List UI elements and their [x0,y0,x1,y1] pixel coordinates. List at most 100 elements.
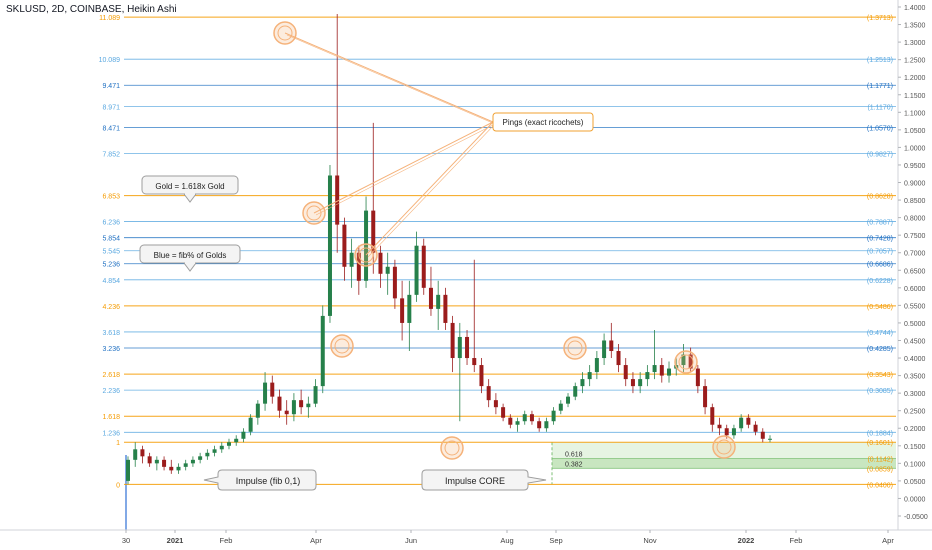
candle-body [436,294,441,309]
candle-body [710,407,715,425]
candle-body [493,400,498,408]
fib-label-right: (0.7057) [867,249,893,256]
candle-body [219,445,224,450]
candle-body [320,315,325,387]
price-tick-label: 0.1500 [904,444,926,451]
candle-body [450,322,455,359]
price-tick-label: 1.2000 [904,75,926,82]
time-tick-label: Feb [790,536,803,545]
candle-body [176,466,181,471]
ping-circle [712,435,736,459]
fib-label-left: 2.618 [102,372,120,379]
candle-body [768,438,772,440]
time-tick-label: Apr [882,536,894,545]
fib-label-left: 4.236 [102,304,120,311]
candle-body [652,365,657,373]
fib-label-right: (0.3085) [867,388,893,395]
candle-body [479,365,484,387]
candle-body [421,245,426,288]
pings-connector [367,123,496,258]
pings-connector [365,121,494,256]
candle-body [364,210,369,281]
fib-label-right: (0.4285) [867,346,893,353]
candle-body [573,386,578,397]
price-tick-label: 1.2500 [904,58,926,65]
candle-body [695,368,700,387]
ping-circle-inner [716,439,732,455]
fib-label-left: 8.971 [102,104,120,111]
candle-body [457,336,462,359]
time-tick-label: Feb [220,536,233,545]
candle-body [313,386,318,404]
time-tick-label: 30 [122,536,130,545]
candle-body [645,372,650,380]
fib-label-left: 6.853 [102,194,120,201]
time-tick-label: Jun [405,536,417,545]
candle-body [522,414,527,422]
price-tick-label: 0.6000 [904,286,926,293]
fib-label-left: 1.618 [102,414,120,421]
price-tick-label: 1.1500 [904,93,926,100]
candle-body [385,266,390,274]
gold-note-pointer [183,193,197,203]
ping-circle-inner [306,205,322,221]
price-tick-label: 1.4000 [904,5,926,12]
fib-label-right: (0.8628) [867,194,893,201]
fib-label-left: 6.236 [102,220,120,227]
price-tick-label: 1.1000 [904,110,926,117]
price-tick-label: 0.5000 [904,321,926,328]
candle-body [400,298,405,323]
candle-body [263,382,268,404]
candle-body [327,175,332,316]
price-tick-label: 0.7500 [904,233,926,240]
candle-body [623,365,628,380]
candle-body [760,431,765,439]
candle-body [717,424,722,429]
fib-label-right: (0.1142) [867,456,893,463]
time-tick-label: Apr [310,536,322,545]
candle-body [212,449,217,453]
fib-label-right: (0.3543) [867,372,893,379]
candle-body [616,351,621,366]
price-tick-label: 1.3000 [904,40,926,47]
candle-body [291,400,296,415]
ping-circle [674,350,698,374]
candle-body [198,456,203,460]
price-tick-label: 0.2500 [904,409,926,416]
candle-body [183,463,188,467]
candle-body [630,379,635,387]
fib-label-left: 1 [116,440,120,447]
fib-label-left: 8.471 [102,125,120,132]
impulse-core-callout [421,469,547,491]
price-tick-label: 0.5500 [904,303,926,310]
candle-body [248,417,253,432]
price-tick-label: 0.3000 [904,391,926,398]
fib-label-left: 5.854 [102,236,120,243]
fib-label-right: (1.1771) [867,83,893,90]
candle-body [580,379,585,387]
fib-label-left: 3.618 [102,330,120,337]
candle-body [558,403,563,411]
fib-label-right: (0.4744) [867,330,893,337]
candle-body [594,358,599,373]
candle-body [529,414,534,422]
price-axis[interactable]: 1.4000 1.3500 1.3000 1.2500 1.2000 1.1500 1.10… [897,0,928,530]
fib-levels: 11.089 (1.3713) 10.089 (1.2513) 9.471 (1.1771… [99,15,896,489]
candle-body [544,421,549,429]
candle-body [703,386,708,408]
fib-label-left: 7.852 [102,151,120,158]
fib-label-left: 11.089 [99,15,120,22]
fib-label-right: (1.1170) [867,104,893,111]
price-tick-label: 0.6500 [904,268,926,275]
candle-body [739,417,744,429]
candle-body [508,417,513,425]
candle-body [205,452,210,457]
candle-body [407,294,412,323]
fib-label-right: (0.1884) [867,430,893,437]
price-tick-label: 1.0500 [904,128,926,135]
time-axis[interactable]: 30 2021 Feb Apr Jun Aug Sep Nov 2022 Feb Apr [0,529,932,545]
candle-body [501,407,506,418]
price-tick-label: 0.0000 [904,496,926,503]
pings-connector [313,121,494,214]
